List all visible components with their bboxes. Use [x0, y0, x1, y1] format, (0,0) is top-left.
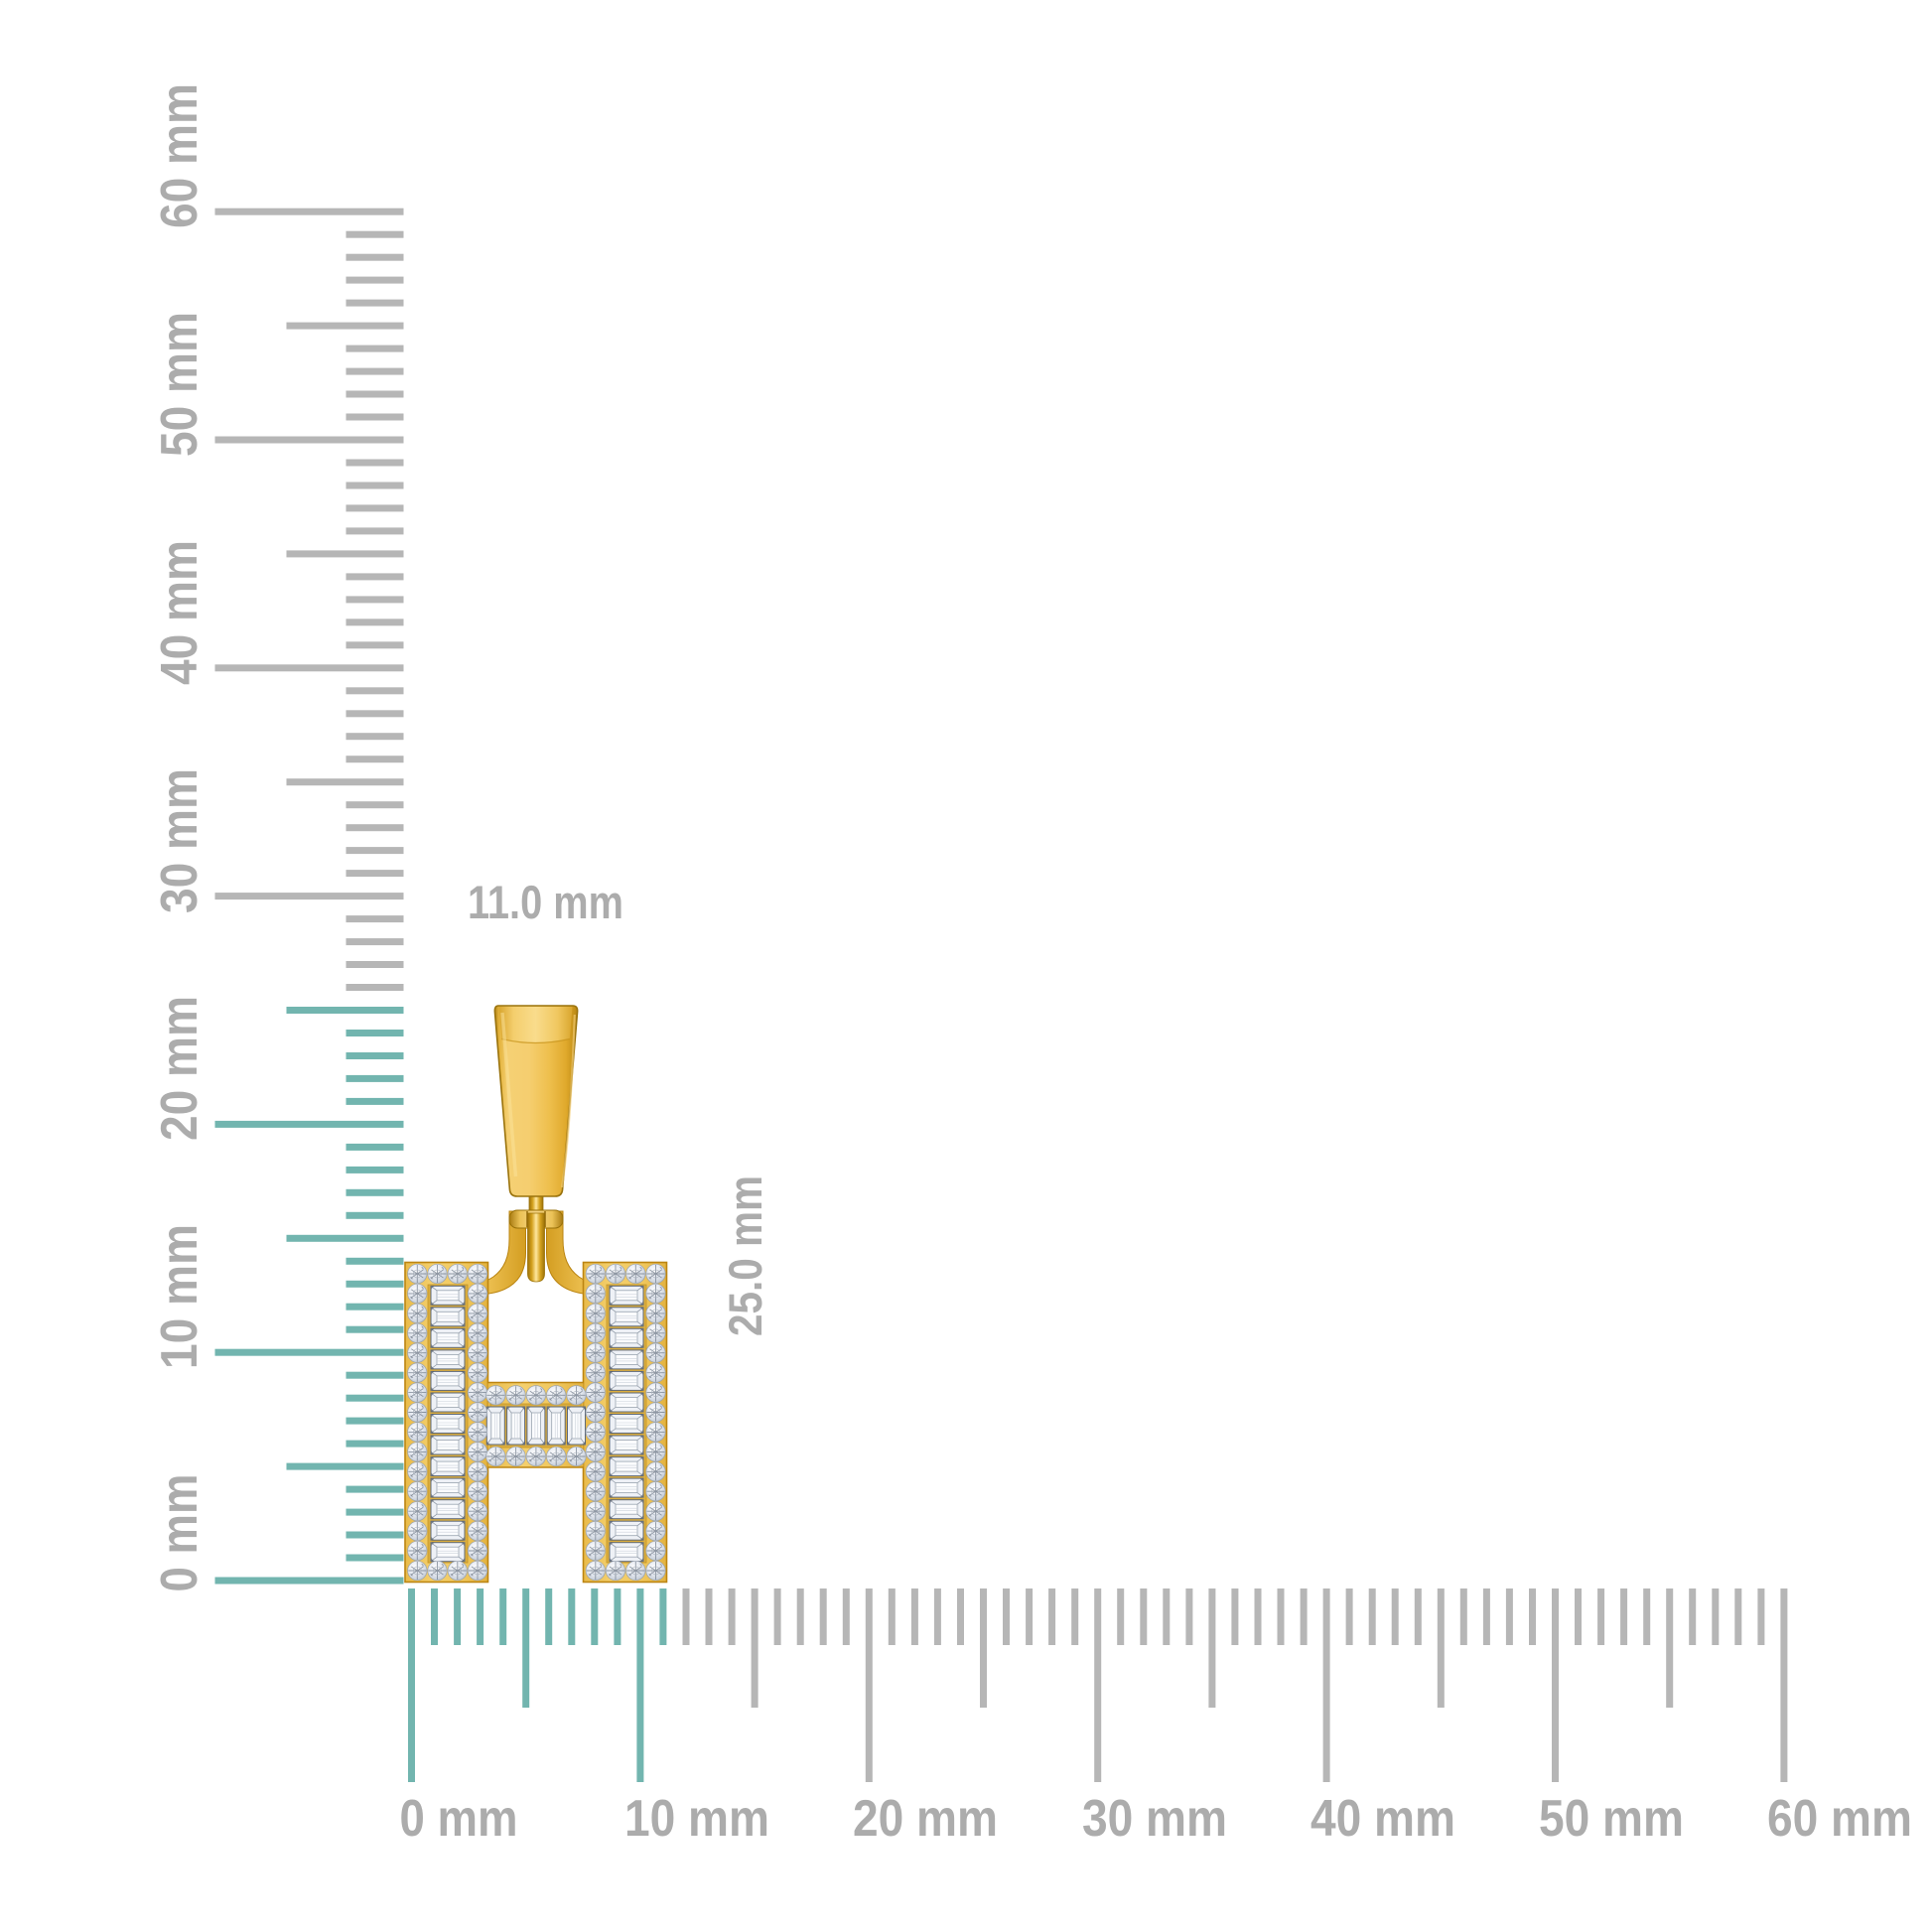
svg-text:10 mm: 10 mm — [151, 1224, 208, 1369]
svg-text:30 mm: 30 mm — [151, 768, 208, 913]
svg-text:25.0 mm: 25.0 mm — [719, 1175, 771, 1336]
svg-text:10 mm: 10 mm — [624, 1790, 769, 1848]
svg-text:50 mm: 50 mm — [151, 312, 208, 457]
svg-text:20 mm: 20 mm — [853, 1790, 998, 1848]
svg-text:50 mm: 50 mm — [1539, 1790, 1684, 1848]
svg-text:11.0 mm: 11.0 mm — [468, 876, 623, 928]
svg-text:0 mm: 0 mm — [151, 1474, 208, 1592]
svg-text:60 mm: 60 mm — [1767, 1790, 1912, 1848]
svg-text:40 mm: 40 mm — [151, 540, 208, 685]
svg-text:20 mm: 20 mm — [151, 996, 208, 1141]
svg-text:40 mm: 40 mm — [1311, 1790, 1455, 1848]
svg-text:0 mm: 0 mm — [400, 1790, 518, 1848]
svg-text:30 mm: 30 mm — [1082, 1790, 1227, 1848]
svg-text:60 mm: 60 mm — [151, 83, 208, 228]
